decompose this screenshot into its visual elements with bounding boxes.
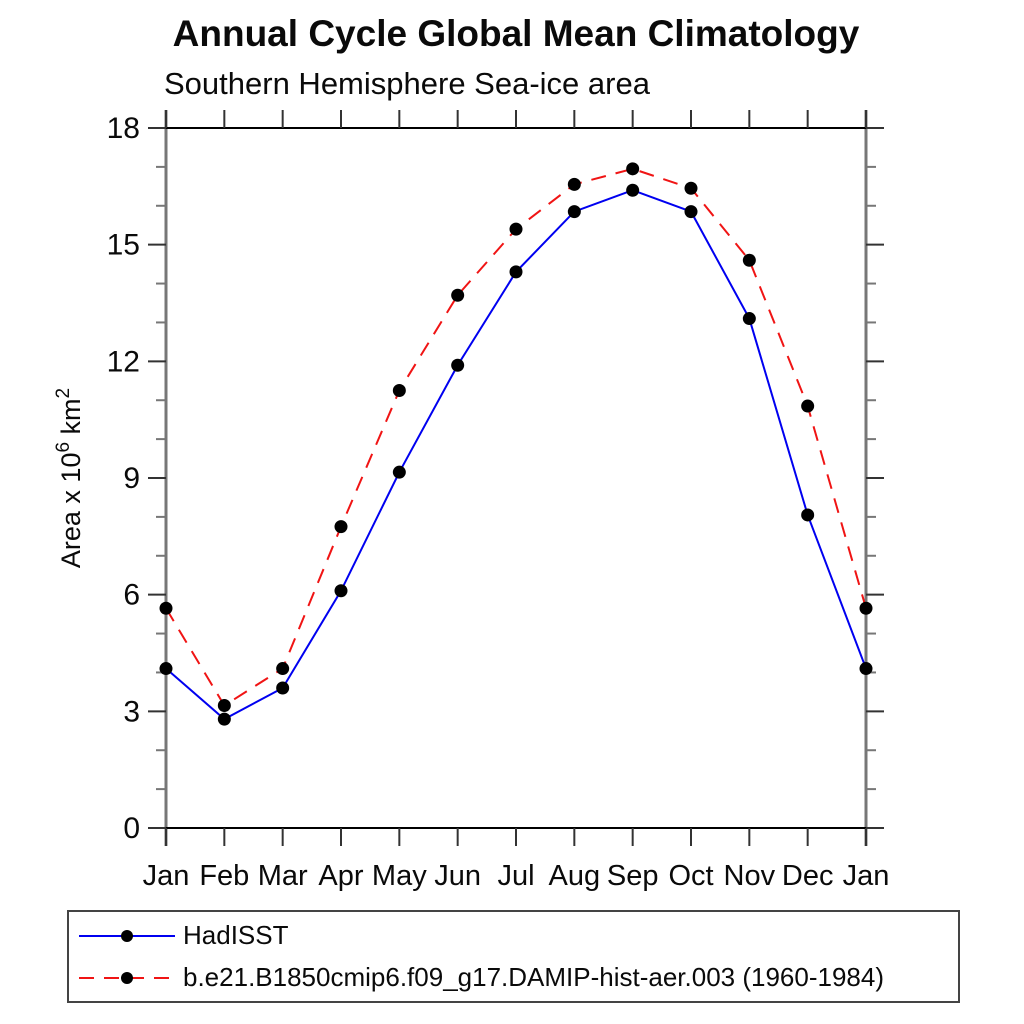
- y-tick-label: 18: [107, 112, 140, 145]
- data-point-marker: [626, 183, 640, 197]
- x-tick-label: Nov: [724, 860, 776, 892]
- x-tick-label: Apr: [318, 860, 363, 892]
- y-tick-label: 0: [123, 812, 140, 845]
- x-tick-label: Mar: [258, 860, 308, 892]
- data-point-marker: [684, 181, 698, 195]
- data-point-marker: [392, 465, 406, 479]
- data-point-marker: [801, 399, 815, 413]
- chart-title: Annual Cycle Global Mean Climatology: [172, 13, 860, 54]
- x-tick-label: Oct: [668, 860, 713, 892]
- y-axis-title: Area x 106 km2: [53, 388, 86, 568]
- legend-sample-marker: [121, 929, 133, 942]
- legend-sample-marker: [121, 971, 133, 984]
- legend-entry: HadISST: [75, 915, 958, 956]
- y-tick-label: 6: [123, 579, 140, 612]
- x-tick-label: Sep: [607, 860, 659, 892]
- data-point-marker: [217, 699, 231, 712]
- data-point-marker: [276, 681, 290, 695]
- legend-label: b.e21.B1850cmip6.f09_g17.DAMIP-hist-aer.…: [183, 962, 884, 992]
- x-tick-label: Jul: [497, 860, 534, 892]
- legend-entry: b.e21.B1850cmip6.f09_g17.DAMIP-hist-aer.…: [75, 957, 958, 998]
- data-point-marker: [451, 288, 465, 302]
- data-point-marker: [859, 601, 873, 615]
- data-point-marker: [567, 177, 581, 191]
- x-tick-label: Jan: [143, 860, 190, 892]
- y-tick-label: 12: [107, 345, 140, 378]
- x-tick-label: Aug: [549, 860, 601, 892]
- x-tick-label: Feb: [199, 860, 249, 892]
- chart-subtitle: Southern Hemisphere Sea-ice area: [164, 66, 650, 101]
- data-point-marker: [217, 712, 231, 726]
- x-tick-label: May: [372, 860, 427, 892]
- data-point-marker: [451, 358, 465, 372]
- y-tick-label: 3: [123, 695, 140, 728]
- data-point-marker: [509, 265, 523, 279]
- data-point-marker: [159, 601, 173, 615]
- x-tick-label: Jun: [434, 860, 481, 892]
- data-point-marker: [859, 662, 873, 676]
- data-point-marker: [742, 312, 756, 326]
- data-point-marker: [801, 508, 815, 522]
- data-point-marker: [392, 384, 406, 397]
- x-tick-label: Dec: [782, 860, 834, 892]
- data-point-marker: [742, 253, 756, 267]
- legend-label: HadISST: [183, 920, 289, 950]
- y-tick-label: 15: [107, 229, 140, 262]
- data-point-marker: [626, 162, 640, 176]
- data-point-marker: [334, 584, 348, 598]
- data-point-marker: [567, 205, 581, 219]
- series-line-1: [165, 167, 867, 707]
- legend-line-sample: [79, 971, 175, 984]
- data-point-marker: [159, 662, 173, 676]
- data-point-marker: [509, 222, 523, 236]
- legend: HadISST b.e21.B1850cmip6.f09_g17.DAMIP-hi…: [67, 910, 960, 1003]
- data-point-marker: [334, 520, 348, 534]
- data-point-marker: [684, 205, 698, 219]
- x-tick-label: Jan: [843, 860, 890, 892]
- y-tick-label: 9: [123, 462, 140, 495]
- legend-line-sample: [79, 929, 175, 942]
- data-point-marker: [276, 662, 290, 676]
